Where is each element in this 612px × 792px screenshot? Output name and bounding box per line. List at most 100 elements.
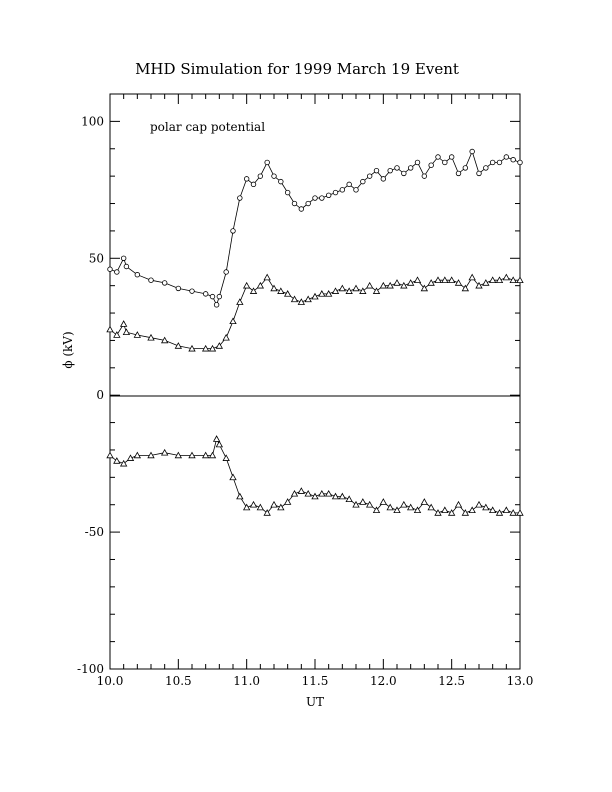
data-point xyxy=(379,281,388,289)
data-point xyxy=(133,451,142,459)
data-point xyxy=(386,503,394,511)
data-point xyxy=(283,290,292,297)
data-point xyxy=(331,492,340,500)
data-point xyxy=(441,506,449,513)
data-point xyxy=(509,276,517,283)
y-tick-label: 100 xyxy=(81,114,104,128)
data-point xyxy=(133,331,142,338)
data-point xyxy=(147,451,155,459)
data-point xyxy=(290,295,299,303)
data-point xyxy=(324,489,333,497)
data-point xyxy=(222,333,230,341)
data-point xyxy=(441,276,449,283)
data-point xyxy=(346,181,352,188)
data-point xyxy=(290,489,299,497)
data-point xyxy=(393,279,401,286)
data-point xyxy=(454,279,463,286)
x-tick-label: 11.5 xyxy=(302,674,329,688)
data-point xyxy=(107,266,113,272)
data-point xyxy=(160,448,169,456)
data-point xyxy=(360,178,366,185)
data-point xyxy=(208,451,217,459)
data-point xyxy=(270,500,278,508)
data-point xyxy=(372,506,381,513)
data-point xyxy=(352,500,360,508)
x-tick-label: 10.0 xyxy=(97,674,124,688)
data-point xyxy=(209,293,216,300)
data-point xyxy=(394,165,400,171)
data-point xyxy=(188,344,196,352)
data-point xyxy=(454,500,463,508)
data-point xyxy=(488,506,497,513)
data-point xyxy=(435,154,441,160)
y-axis-label: ϕ (kV) xyxy=(61,331,75,368)
data-point xyxy=(461,284,470,292)
data-point xyxy=(386,281,394,289)
data-point xyxy=(406,279,415,286)
data-point xyxy=(283,498,292,505)
data-point xyxy=(256,503,265,511)
data-point xyxy=(201,344,210,352)
data-point xyxy=(434,509,442,516)
data-point xyxy=(331,287,340,294)
data-point xyxy=(324,290,333,297)
data-point xyxy=(311,492,319,500)
data-point xyxy=(353,187,359,193)
data-point xyxy=(319,195,325,201)
data-point xyxy=(106,325,114,333)
data-point xyxy=(509,509,517,516)
data-point xyxy=(304,489,312,497)
data-point xyxy=(345,495,353,503)
y-tick-label: -50 xyxy=(85,525,104,539)
data-point xyxy=(242,281,251,289)
data-point xyxy=(189,288,195,294)
data-point xyxy=(483,165,489,171)
data-point xyxy=(455,170,462,177)
data-point xyxy=(147,333,155,341)
data-point xyxy=(503,154,510,160)
data-point xyxy=(304,295,312,303)
data-point xyxy=(277,503,285,511)
x-tick-label: 13.0 xyxy=(507,674,534,688)
data-point xyxy=(208,344,217,352)
data-point xyxy=(420,498,429,505)
data-point xyxy=(516,509,524,516)
data-point xyxy=(475,500,483,508)
data-point xyxy=(325,192,332,199)
data-point xyxy=(249,500,258,508)
data-point xyxy=(482,279,490,286)
x-tick-label: 12.5 xyxy=(438,674,465,688)
data-point xyxy=(372,287,381,294)
data-point xyxy=(126,454,135,461)
data-point xyxy=(339,187,346,193)
data-point xyxy=(250,181,257,188)
data-point xyxy=(428,162,434,168)
y-tick-label: -100 xyxy=(77,662,104,676)
data-point xyxy=(400,500,408,508)
data-point xyxy=(469,148,475,155)
data-point xyxy=(489,159,496,166)
data-point xyxy=(413,276,422,283)
y-tick-labels: 100 50 0 -50 -100 xyxy=(77,114,104,676)
data-point xyxy=(387,167,393,174)
data-point xyxy=(188,451,196,459)
series-layer xyxy=(106,148,524,516)
data-point xyxy=(263,509,271,516)
chart-annotation: polar cap potential xyxy=(150,120,265,134)
data-point xyxy=(284,189,291,196)
data-point xyxy=(447,276,456,283)
data-point xyxy=(291,200,298,207)
data-point xyxy=(174,451,183,459)
data-point xyxy=(119,459,128,467)
data-point xyxy=(174,342,183,349)
plot-frame xyxy=(109,93,521,670)
chart-title: MHD Simulation for 1999 March 19 Event xyxy=(135,60,459,78)
series-3 xyxy=(106,435,524,516)
data-point xyxy=(148,277,154,283)
data-point xyxy=(201,451,210,459)
data-point xyxy=(223,269,229,275)
data-point xyxy=(338,492,347,500)
data-point xyxy=(161,280,168,286)
data-point xyxy=(202,291,209,297)
data-point xyxy=(318,489,326,497)
